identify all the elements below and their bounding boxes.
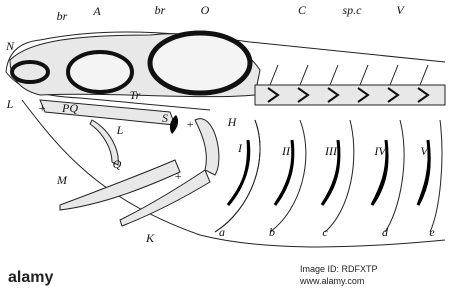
label: L xyxy=(6,97,14,111)
label: O xyxy=(201,3,210,17)
vertebral-column xyxy=(254,64,446,106)
gill-arches xyxy=(169,115,443,233)
footer-logo: alamy xyxy=(8,269,53,286)
label: III xyxy=(324,144,338,158)
label: + xyxy=(174,169,182,183)
label: Q xyxy=(113,157,122,171)
label: IV xyxy=(373,144,387,158)
label: II xyxy=(281,144,291,158)
label: sp.c xyxy=(343,3,363,17)
label: K xyxy=(145,231,155,245)
label: a xyxy=(219,225,225,239)
label: c xyxy=(322,225,328,239)
label: PQ xyxy=(61,101,78,115)
label: V xyxy=(420,144,429,158)
footer-bar xyxy=(0,262,450,291)
label: V xyxy=(396,3,405,17)
label: d xyxy=(382,225,389,239)
footer-url: www.alamy.com xyxy=(299,276,364,286)
label: C xyxy=(298,3,307,17)
nasal-capsule xyxy=(10,60,50,84)
orbit xyxy=(147,30,253,96)
jaws xyxy=(39,99,220,227)
labels: N br A br O C sp.c V L + PQ Tr S + H I I… xyxy=(5,3,435,245)
label: e xyxy=(429,225,435,239)
label: I xyxy=(237,141,243,155)
label: H xyxy=(227,115,238,129)
label: L xyxy=(116,123,124,137)
label: br xyxy=(155,3,166,17)
label: + xyxy=(38,101,46,115)
label: M xyxy=(56,173,68,187)
label: N xyxy=(5,39,15,53)
label: A xyxy=(92,4,101,18)
label: S xyxy=(162,111,168,125)
auditory-capsule xyxy=(66,50,134,94)
label: b xyxy=(269,225,275,239)
footer-image-id: Image ID: RDFXTP xyxy=(300,264,378,274)
label: + xyxy=(186,117,194,131)
label: br xyxy=(57,9,68,23)
label: Tr xyxy=(130,88,141,102)
